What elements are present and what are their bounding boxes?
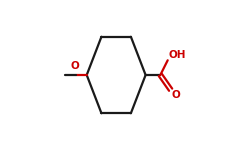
Text: O: O xyxy=(71,61,80,71)
Text: O: O xyxy=(172,90,180,101)
Text: OH: OH xyxy=(169,50,186,60)
